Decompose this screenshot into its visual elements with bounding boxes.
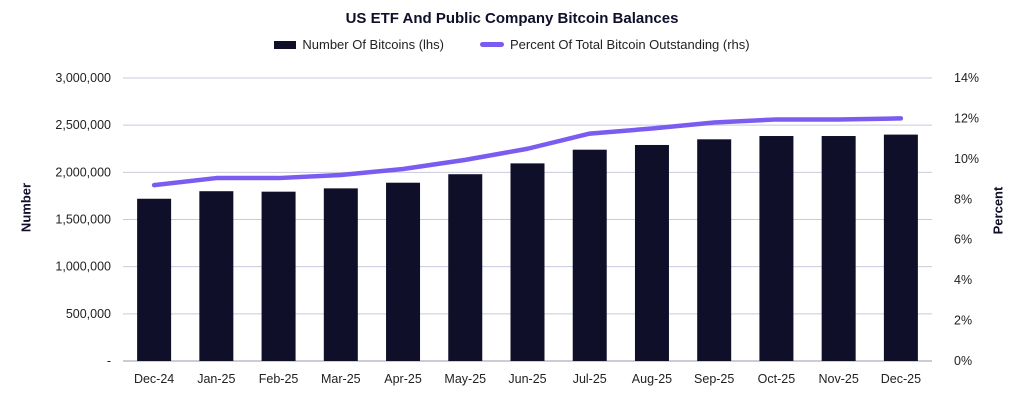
x-tick-label: Mar-25 <box>321 372 361 386</box>
x-tick-label: Jul-25 <box>573 372 607 386</box>
y-tick-label: - <box>107 354 111 368</box>
bar <box>821 136 856 361</box>
y2-tick-label: 8% <box>954 192 972 206</box>
y-tick-label: 1,500,000 <box>55 213 111 227</box>
legend-swatch-bars <box>274 40 297 49</box>
bar <box>261 191 296 361</box>
x-tick-label: Apr-25 <box>384 372 422 386</box>
bar <box>759 136 794 361</box>
bar <box>323 188 358 361</box>
legend-label-bars: Number Of Bitcoins (lhs) <box>302 37 444 52</box>
bar <box>883 134 918 361</box>
bar <box>572 149 607 361</box>
x-axis-ticks: Dec-24 Jan-25 Feb-25 Mar-25 Apr-25 May-25 Jun-… <box>134 372 921 386</box>
x-tick-label: Aug-25 <box>632 372 672 386</box>
bar <box>386 182 421 361</box>
bar <box>448 174 483 361</box>
y2-tick-label: 4% <box>954 273 972 287</box>
x-tick-label: Jun-25 <box>508 372 546 386</box>
bar <box>697 139 732 361</box>
x-tick-label: Oct-25 <box>758 372 796 386</box>
y-axis-right-ticks: 0% 2% 4% 6% 8% 10% 12% 14% <box>954 71 979 368</box>
x-tick-label: Dec-25 <box>881 372 921 386</box>
legend-label-line: Percent Of Total Bitcoin Outstanding (rh… <box>509 37 750 52</box>
x-tick-label: Sep-25 <box>694 372 734 386</box>
x-tick-label: May-25 <box>444 372 486 386</box>
y-tick-label: 1,000,000 <box>55 260 111 274</box>
bar <box>510 163 545 361</box>
y2-axis-title: Percent <box>990 186 1006 235</box>
y2-tick-label: 6% <box>954 233 972 247</box>
y-tick-label: 2,000,000 <box>55 165 111 179</box>
legend-item-bars: Number Of Bitcoins (lhs) <box>274 37 444 52</box>
y2-tick-label: 0% <box>954 354 972 368</box>
line-series <box>151 116 904 188</box>
y2-tick-label: 12% <box>954 111 979 125</box>
x-tick-label: Dec-24 <box>134 372 174 386</box>
y-tick-label: 3,000,000 <box>55 71 111 85</box>
bar <box>634 144 669 361</box>
legend-swatch-line <box>479 42 504 47</box>
y2-tick-label: 2% <box>954 314 972 328</box>
y-axis-left-ticks: - 500,000 1,000,000 1,500,000 2,000,000 2,500… <box>55 71 111 368</box>
y-axis-title: Number <box>18 182 34 233</box>
bar <box>199 191 234 361</box>
x-tick-label: Nov-25 <box>819 372 859 386</box>
bar <box>137 198 172 361</box>
legend-item-line: Percent Of Total Bitcoin Outstanding (rh… <box>479 37 750 52</box>
x-tick-label: Jan-25 <box>197 372 235 386</box>
y2-tick-label: 10% <box>954 152 979 166</box>
legend: Number Of Bitcoins (lhs) Percent Of Tota… <box>0 37 1024 52</box>
bar-series <box>137 134 918 361</box>
x-tick-label: Feb-25 <box>259 372 299 386</box>
chart-title: US ETF And Public Company Bitcoin Balanc… <box>345 10 679 27</box>
y2-tick-label: 14% <box>954 71 979 85</box>
y-tick-label: 2,500,000 <box>55 118 111 132</box>
y-tick-label: 500,000 <box>66 307 111 321</box>
